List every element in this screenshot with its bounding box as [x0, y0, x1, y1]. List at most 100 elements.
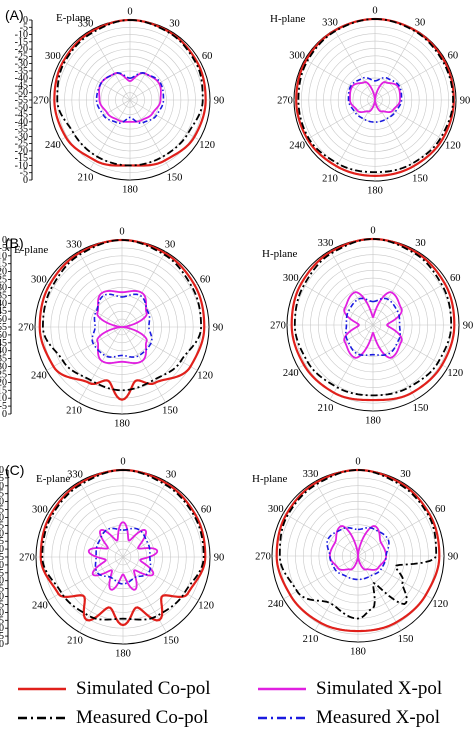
radial-tick-label: 0 [2, 409, 7, 420]
angle-label-150: 150 [412, 173, 428, 184]
radial-tick-label: -30 [0, 513, 4, 524]
radial-tick-label: -20 [0, 267, 7, 278]
series-simulated-x-pol [96, 290, 148, 364]
grid-spoke [372, 324, 448, 369]
radial-tick-label: -5 [0, 401, 7, 412]
radial-tick-label: -55 [15, 95, 28, 106]
radial-tick-label: -30 [0, 362, 7, 373]
radial-tick-label: -25 [0, 275, 7, 286]
angle-label-150: 150 [413, 403, 429, 414]
grid-spoke [121, 251, 166, 328]
radial-tick-label: -45 [0, 338, 7, 349]
radial-tick-label: -45 [15, 110, 28, 121]
grid-spoke [47, 513, 124, 558]
panel-label: (A) [5, 7, 24, 23]
radial-tick-label: -45 [15, 81, 28, 92]
radial-tick-label: -5 [0, 473, 4, 484]
series-simulated-x-pol [328, 525, 388, 571]
grid-spoke [298, 324, 374, 369]
radial-tick-label: -10 [0, 623, 4, 634]
grid-spoke [78, 326, 123, 403]
legend-label-simulated-x-pol: Simulated X-pol [316, 678, 443, 699]
radial-tick-label: -30 [15, 131, 28, 142]
grid-spoke [89, 99, 131, 170]
angle-label-30: 30 [415, 18, 426, 29]
grid-spoke [314, 555, 359, 631]
series-simulated-co-pol [290, 237, 456, 402]
radial-tick-label: -50 [0, 330, 7, 341]
grid-spoke [46, 283, 123, 328]
radial-tick-label: -40 [15, 73, 28, 84]
radial-tick-label: -35 [0, 290, 7, 301]
panel-label: (C) [5, 462, 24, 478]
radial-tick-label: -45 [0, 568, 4, 579]
angle-label-180: 180 [350, 647, 366, 658]
legend-item-measured-co-pol: Measured Co-pol [18, 705, 208, 731]
grid-spoke [122, 556, 199, 601]
grid-spoke [46, 326, 123, 371]
radial-tick-label: -25 [15, 51, 28, 62]
radial-tick-label: -15 [0, 259, 7, 270]
angle-label-0: 0 [127, 7, 132, 18]
grid-spoke [374, 59, 446, 101]
grid-spoke [122, 481, 167, 558]
angle-label-120: 120 [432, 599, 448, 610]
angle-label-270: 270 [255, 552, 271, 563]
angle-label-240: 240 [283, 368, 299, 379]
grid-spoke [372, 250, 417, 326]
angle-label-300: 300 [289, 51, 305, 62]
angle-label-300: 300 [45, 51, 61, 62]
legend-item-simulated-co-pol: Simulated Co-pol [18, 676, 211, 702]
legend-swatch-measured-co-pol [18, 716, 66, 720]
panel-label: (B) [5, 235, 24, 251]
radial-tick-label: -50 [15, 88, 28, 99]
grid-spoke [129, 59, 200, 101]
plane-label: E-plane [14, 244, 48, 256]
series-simulated-x-pol [87, 521, 159, 591]
angle-label-180: 180 [115, 649, 131, 660]
angle-label-120: 120 [445, 141, 461, 152]
grid-spoke [47, 556, 124, 601]
angle-label-120: 120 [198, 601, 214, 612]
angle-label-240: 240 [289, 141, 305, 152]
radial-tick-label: -45 [0, 536, 4, 547]
angle-label-0: 0 [355, 457, 360, 468]
series-measured-x-pol [347, 76, 403, 123]
radial-tick-label: -25 [15, 139, 28, 150]
radial-tick-label: -40 [15, 117, 28, 128]
angle-label-60: 60 [450, 273, 461, 284]
angle-label-210: 210 [322, 173, 338, 184]
grid-spoke [314, 481, 359, 557]
angle-label-30: 30 [169, 18, 180, 29]
series-simulated-co-pol [39, 468, 207, 627]
grid-spoke [60, 99, 131, 141]
series-simulated-x-pol [343, 291, 403, 359]
grid-spoke [357, 512, 433, 557]
radial-tick-label: -25 [0, 600, 4, 611]
angle-label-240: 240 [32, 601, 48, 612]
grid-spoke [329, 324, 374, 400]
plane-label: H-plane [262, 248, 298, 260]
radial-tick-label: -20 [0, 377, 7, 388]
plane-label: E-plane [56, 12, 90, 24]
radial-tick-label: -25 [0, 370, 7, 381]
grid-spoke [283, 555, 359, 600]
radial-tick-label: 0 [23, 15, 28, 26]
angle-label-270: 270 [18, 323, 34, 334]
angle-label-60: 60 [200, 275, 211, 286]
radial-tick-label: 0 [23, 175, 28, 186]
radial-tick-label: -5 [20, 22, 28, 33]
radial-tick-label: -10 [0, 251, 7, 262]
angle-label-0: 0 [370, 226, 375, 237]
radial-tick-label: -35 [0, 584, 4, 595]
angle-label-180: 180 [365, 416, 381, 427]
angle-label-150: 150 [167, 173, 183, 184]
angle-label-90: 90 [214, 96, 225, 107]
angle-label-210: 210 [303, 634, 319, 645]
legend-label-simulated-co-pol: Simulated Co-pol [76, 678, 211, 699]
radial-tick-label: -25 [0, 505, 4, 516]
angle-label-60: 60 [435, 504, 446, 515]
radial-tick-label: -55 [0, 552, 4, 563]
